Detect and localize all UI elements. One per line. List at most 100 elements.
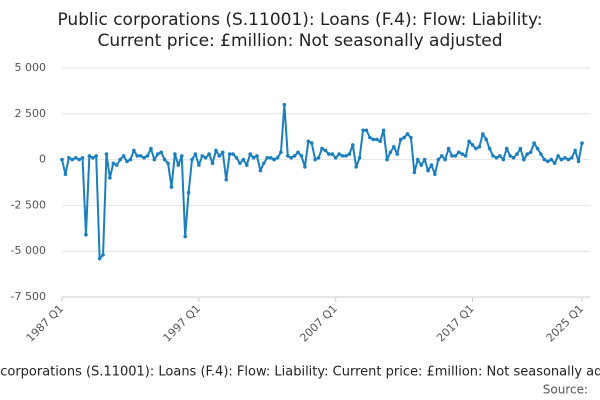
- x-tick-label: 1997 Q1: [161, 302, 204, 345]
- data-point: [255, 154, 259, 158]
- data-point: [176, 163, 181, 167]
- data-point: [474, 146, 478, 151]
- data-point: [528, 150, 533, 155]
- data-point: [320, 146, 324, 151]
- data-point: [114, 163, 119, 167]
- data-point: [422, 157, 427, 162]
- data-point: [289, 155, 294, 160]
- data-point: [354, 165, 359, 169]
- data-point: [457, 150, 461, 155]
- data-point: [491, 154, 495, 158]
- data-point: [125, 159, 129, 164]
- data-point: [463, 154, 468, 158]
- data-point: [145, 154, 150, 158]
- data-point: [155, 152, 160, 156]
- data-point: [169, 185, 174, 189]
- data-point: [193, 152, 198, 156]
- data-point: [77, 157, 81, 162]
- data-point: [470, 143, 475, 147]
- data-point: [275, 155, 280, 160]
- data-point: [498, 154, 502, 158]
- data-point: [173, 152, 177, 156]
- data-point: [292, 154, 297, 158]
- data-point: [197, 163, 201, 167]
- data-point: [231, 152, 235, 156]
- data-point: [426, 168, 430, 173]
- data-point: [87, 154, 92, 158]
- data-point: [159, 150, 164, 155]
- data-point: [67, 155, 71, 160]
- data-point: [323, 148, 328, 153]
- data-point: [361, 128, 365, 133]
- y-tick-label: 0: [39, 153, 46, 166]
- data-point: [152, 157, 157, 162]
- data-point: [542, 157, 547, 162]
- chart-title: Public corporations (S.11001): Loans (F.…: [57, 10, 542, 30]
- data-point: [285, 154, 290, 158]
- data-point: [535, 146, 540, 151]
- data-point: [108, 176, 112, 180]
- data-point: [556, 154, 560, 158]
- data-point: [515, 152, 519, 156]
- source-label: Source:: [543, 383, 588, 397]
- data-point: [234, 155, 239, 160]
- data-point: [480, 132, 485, 136]
- data-point: [559, 157, 564, 162]
- data-point: [378, 139, 382, 144]
- data-point: [433, 172, 437, 177]
- x-tick-label: 2025 Q1: [544, 302, 587, 345]
- data-point: [265, 155, 270, 160]
- data-point: [385, 157, 389, 162]
- data-point: [220, 150, 225, 155]
- x-tick-label: 1987 Q1: [24, 302, 67, 345]
- data-point: [84, 232, 88, 237]
- y-tick-label: -7 500: [11, 290, 46, 303]
- data-point: [111, 161, 116, 166]
- data-point: [138, 154, 143, 158]
- data-point: [504, 146, 509, 151]
- data-point: [203, 155, 208, 160]
- data-point: [412, 170, 417, 175]
- data-point: [327, 152, 331, 156]
- data-point: [251, 155, 256, 160]
- data-point: [573, 148, 577, 153]
- data-point: [268, 155, 273, 160]
- data-point: [439, 154, 444, 158]
- data-point: [405, 132, 410, 136]
- data-point: [398, 137, 403, 142]
- data-point: [511, 155, 516, 160]
- chart-title: Current price: £million: Not seasonally …: [97, 31, 502, 51]
- data-point: [381, 128, 386, 133]
- data-point: [224, 177, 229, 182]
- y-tick-label: -2 500: [11, 198, 46, 211]
- data-point: [371, 137, 376, 142]
- data-point: [566, 157, 571, 162]
- data-point: [121, 154, 126, 158]
- data-point: [217, 154, 222, 158]
- data-point: [162, 157, 167, 162]
- data-point: [63, 172, 68, 177]
- data-point: [73, 155, 78, 160]
- data-point: [576, 159, 581, 164]
- data-point: [518, 146, 523, 151]
- data-point: [467, 139, 471, 144]
- data-point: [104, 152, 109, 156]
- data-point: [436, 157, 441, 162]
- data-point: [296, 150, 300, 155]
- data-point: [532, 141, 536, 145]
- data-point: [272, 157, 276, 162]
- data-point: [357, 155, 362, 160]
- data-point: [128, 157, 133, 162]
- data-point: [238, 161, 242, 166]
- data-point: [241, 157, 246, 162]
- data-point: [374, 137, 379, 142]
- data-point: [402, 135, 406, 140]
- data-point: [415, 157, 420, 162]
- data-point: [552, 161, 557, 166]
- data-point: [330, 152, 335, 156]
- data-point: [501, 157, 506, 162]
- data-point: [60, 157, 64, 162]
- data-point: [214, 148, 218, 153]
